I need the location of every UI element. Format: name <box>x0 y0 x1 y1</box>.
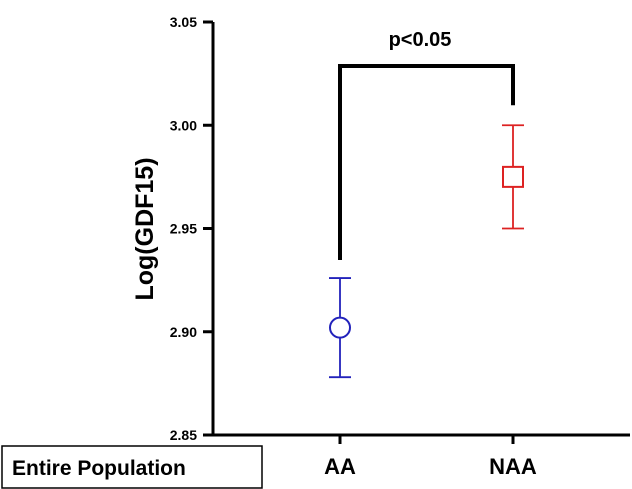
group-label-box <box>1 445 263 489</box>
x-category-label: AA <box>324 454 356 479</box>
significance-label: p<0.05 <box>389 29 452 51</box>
y-tick-label: 3.05 <box>170 14 197 30</box>
mean-marker-circle <box>329 316 351 339</box>
x-categories: AA NAA <box>324 435 537 479</box>
y-axis-label: Log(GDF15) <box>131 157 159 300</box>
data-marks <box>329 124 524 379</box>
error-bar-group-aa <box>329 277 351 379</box>
y-tick-label: 2.85 <box>170 427 197 443</box>
mean-marker-square <box>502 165 524 188</box>
significance-bracket <box>338 64 515 261</box>
y-tick-label: 3.00 <box>170 117 197 133</box>
y-ticks: 2.85 2.90 2.95 3.00 3.05 <box>170 14 213 443</box>
y-tick-label: 2.90 <box>170 324 197 340</box>
y-tick-label: 2.95 <box>170 221 197 237</box>
group-label: Entire Population <box>12 457 186 480</box>
x-category-label: NAA <box>489 454 537 479</box>
error-bar-group-naa <box>502 124 524 230</box>
